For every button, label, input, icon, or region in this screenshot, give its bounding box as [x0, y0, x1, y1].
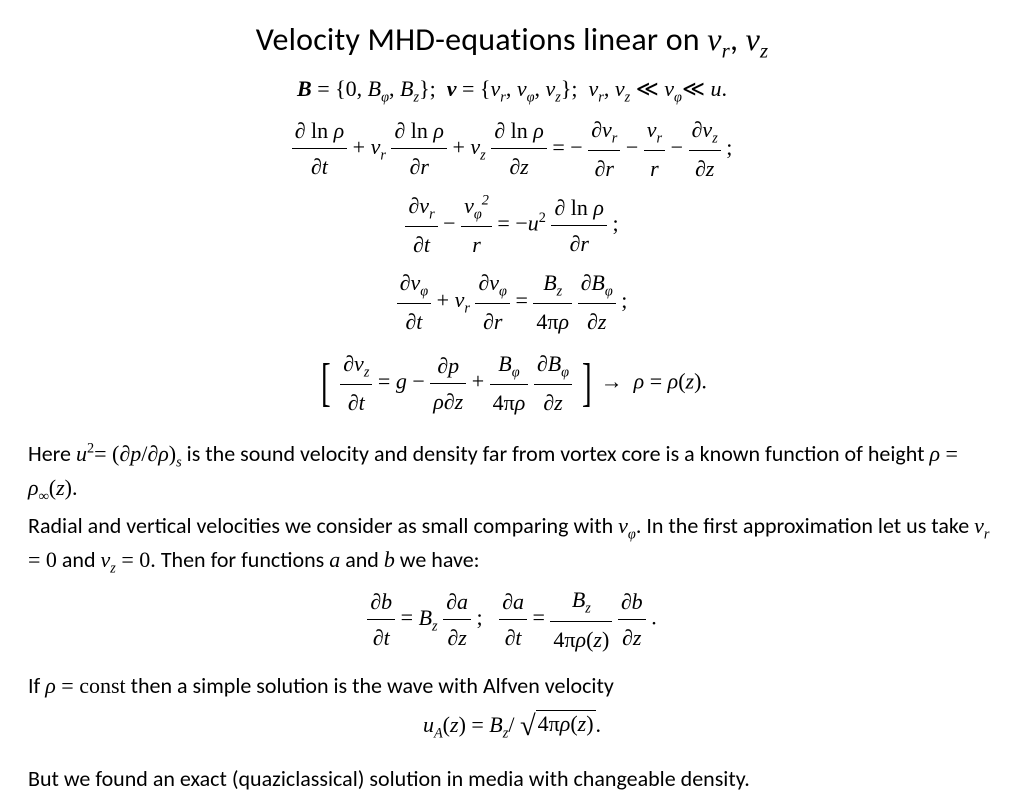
- slide-title: Velocity MHD-equations linear on vr, vz: [28, 20, 996, 63]
- paragraph-2: Radial and vertical velocities we consid…: [28, 511, 996, 578]
- paragraph-4: But we found an exact (quaziclassical) s…: [28, 764, 996, 794]
- alfven-equation: uA(z) = Bz/ √4πρ(z).: [28, 704, 996, 750]
- paragraph-1: Here u2= (∂p/∂ρ)s is the sound velocity …: [28, 439, 996, 506]
- paragraph-3: If ρ = const then a simple solution is t…: [28, 671, 996, 701]
- main-equations: B = {0, Bφ, Bz}; v = {vr, vφ, vz}; vr, v…: [28, 71, 996, 425]
- ab-equations: ∂b∂t = Bz ∂a∂z ; ∂a∂t = Bz4πρ(z) ∂b∂z .: [28, 582, 996, 656]
